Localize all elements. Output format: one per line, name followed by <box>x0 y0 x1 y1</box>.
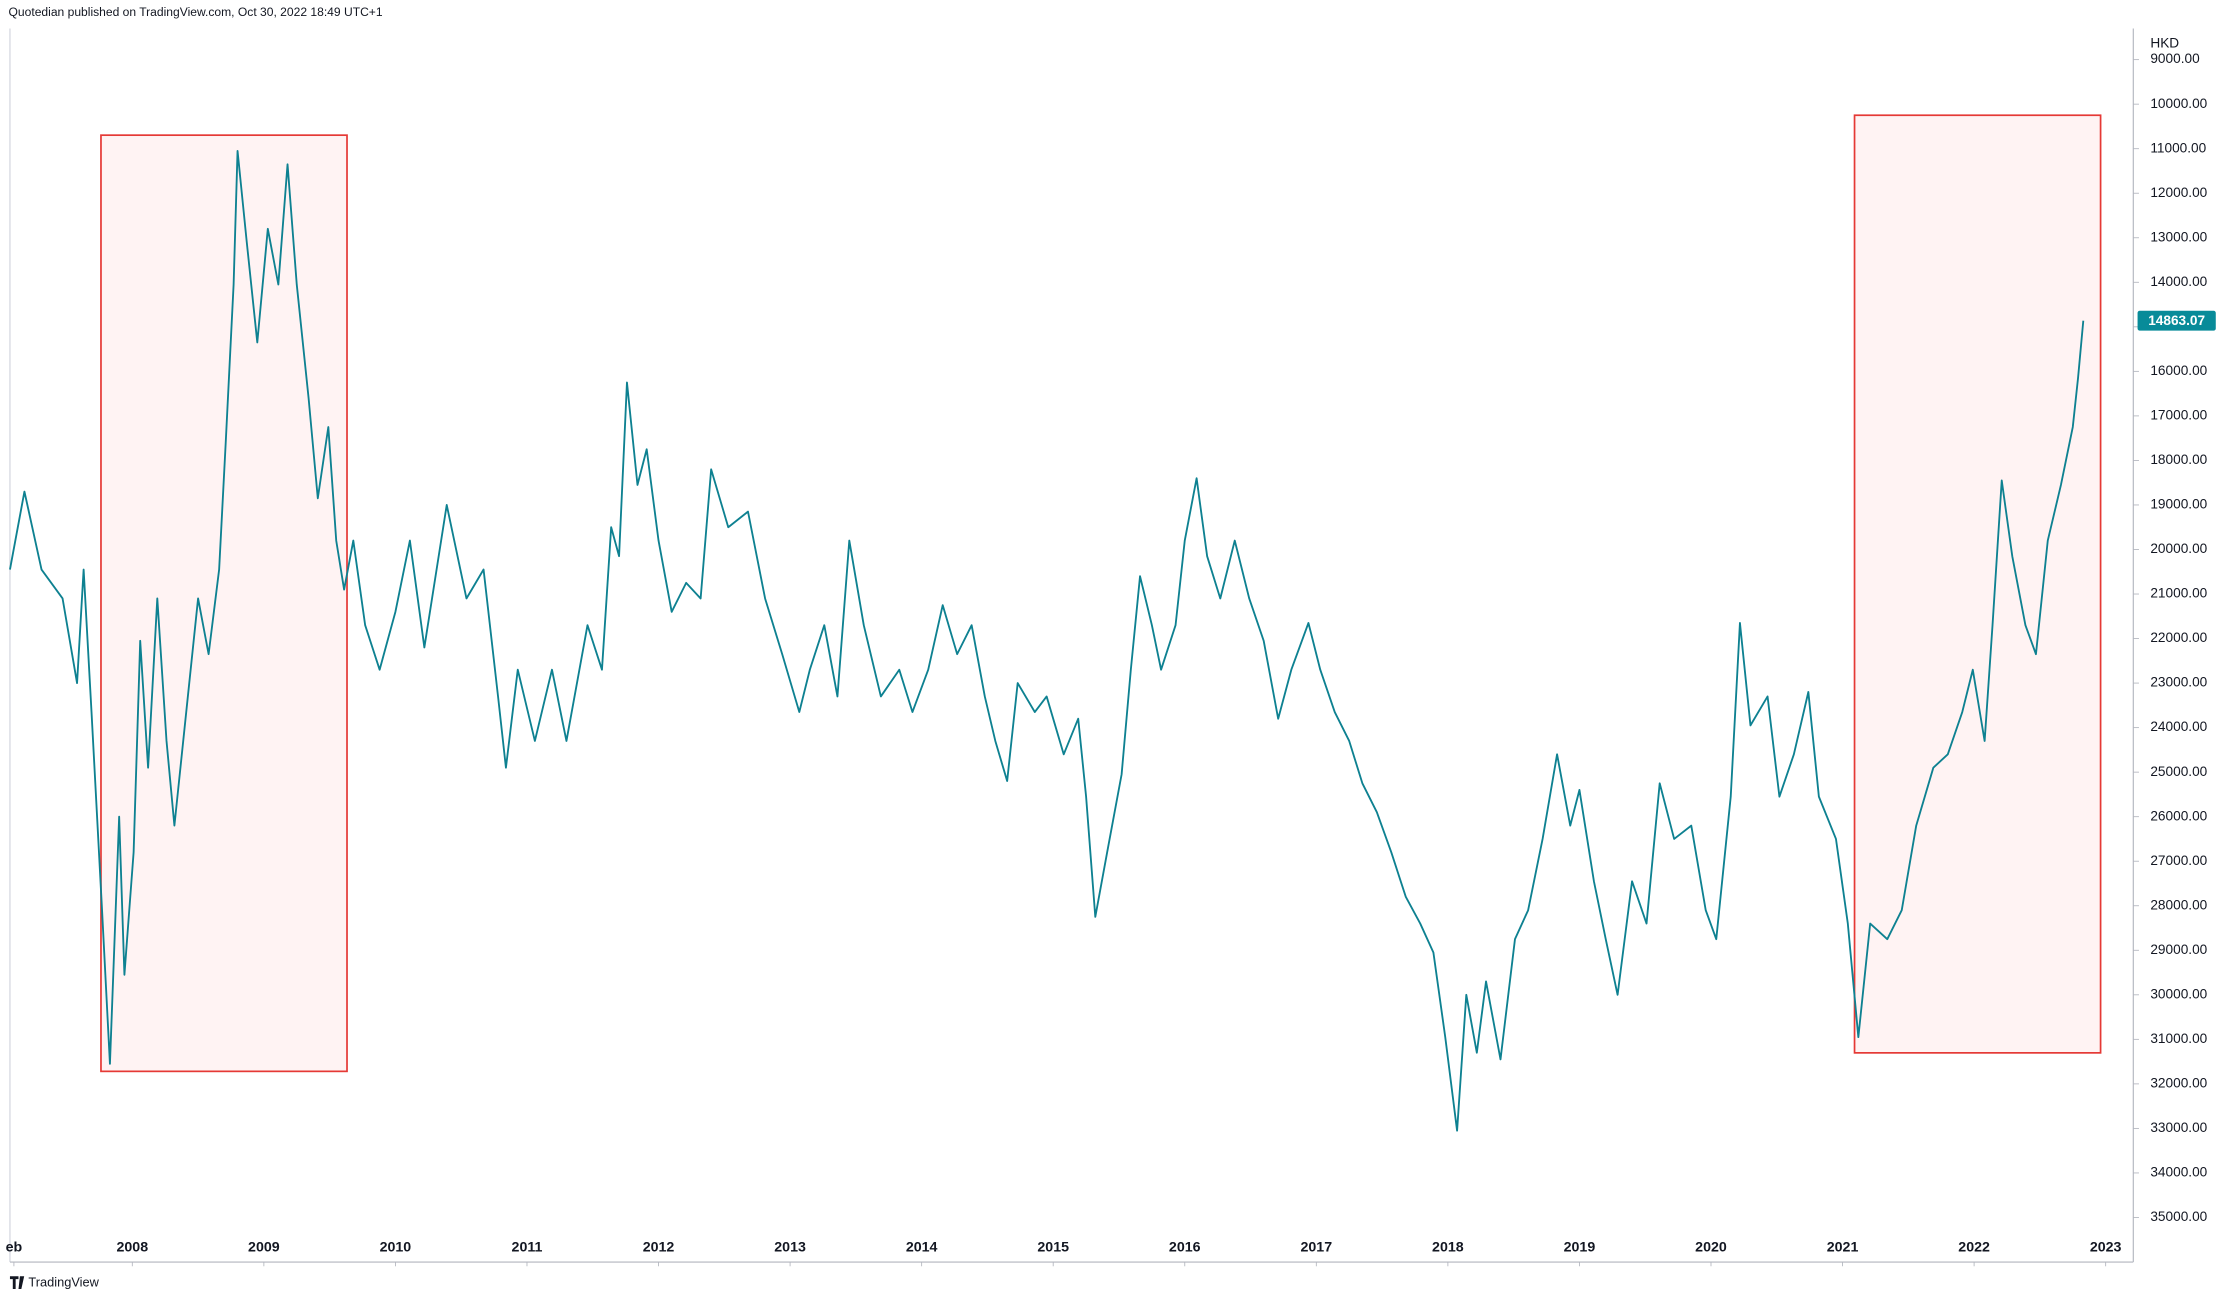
y-tick-label: 28000.00 <box>2150 897 2207 912</box>
y-tick-label: 35000.00 <box>2150 1209 2207 1224</box>
y-tick-label: 26000.00 <box>2150 808 2207 823</box>
y-tick-label: 21000.00 <box>2150 586 2207 601</box>
last-price-box <box>2137 310 2216 331</box>
y-tick-label: 20000.00 <box>2150 541 2207 556</box>
y-tick-label: 24000.00 <box>2150 719 2207 734</box>
y-tick-label: 29000.00 <box>2150 942 2207 957</box>
highlight-box <box>1853 114 2102 1054</box>
x-tick-label: 2011 <box>512 1240 543 1256</box>
x-tick-label: 2022 <box>1958 1240 1990 1256</box>
footer-logo: TradingView <box>9 1275 100 1290</box>
last-price-label: 14863.07 <box>2148 313 2205 328</box>
y-tick-label: 30000.00 <box>2150 986 2207 1001</box>
x-tick-label: 2017 <box>1301 1240 1333 1256</box>
y-tick-label: 19000.00 <box>2150 497 2207 512</box>
y-tick-label: 22000.00 <box>2150 630 2207 645</box>
y-tick-label: 18000.00 <box>2150 452 2207 467</box>
x-tick-label: 2014 <box>906 1240 938 1256</box>
header: Quotedian published on TradingView.com, … <box>9 5 383 19</box>
y-tick-label: 23000.00 <box>2150 675 2207 690</box>
y-tick-label: 16000.00 <box>2150 363 2207 378</box>
y-tick-label: 13000.00 <box>2150 229 2207 244</box>
logo-icon <box>9 1276 25 1290</box>
x-tick-label: 2020 <box>1695 1240 1727 1256</box>
y-tick-label: 11000.00 <box>2150 140 2206 155</box>
y-tick-label: 25000.00 <box>2150 764 2207 779</box>
y-tick-label: 34000.00 <box>2150 1165 2207 1180</box>
y-tick-label: 31000.00 <box>2150 1031 2207 1046</box>
highlight-box <box>100 134 348 1073</box>
x-tick-label: 2021 <box>1827 1240 1859 1256</box>
y-tick-label: 14000.00 <box>2150 274 2207 289</box>
x-tick-label: 2010 <box>380 1240 412 1256</box>
y-tick-label: 17000.00 <box>2150 407 2207 422</box>
x-tick-label: 2009 <box>248 1240 280 1256</box>
y-tick-label: 33000.00 <box>2150 1120 2207 1135</box>
y-tick-label: 9000.00 <box>2150 51 2200 66</box>
y-tick-label: 10000.00 <box>2150 96 2207 111</box>
x-tick-label: 2016 <box>1169 1240 1201 1256</box>
x-tick-label: 2018 <box>1432 1240 1464 1256</box>
y-tick-label: 12000.00 <box>2150 185 2207 200</box>
x-tick-label: 2019 <box>1564 1240 1596 1256</box>
x-tick-label: 2015 <box>1037 1240 1069 1256</box>
footer-text: TradingView <box>28 1275 99 1290</box>
x-tick-label: eb <box>6 1240 23 1256</box>
currency-label: HKD <box>2150 36 2179 51</box>
y-tick-label: 27000.00 <box>2150 853 2207 868</box>
y-tick-label: 32000.00 <box>2150 1075 2207 1090</box>
x-tick-label: 2008 <box>116 1240 148 1256</box>
price-line <box>9 149 2085 1132</box>
x-tick-label: 2023 <box>2090 1240 2122 1256</box>
x-tick-label: 2012 <box>643 1240 675 1256</box>
x-tick-label: 2013 <box>774 1240 806 1256</box>
